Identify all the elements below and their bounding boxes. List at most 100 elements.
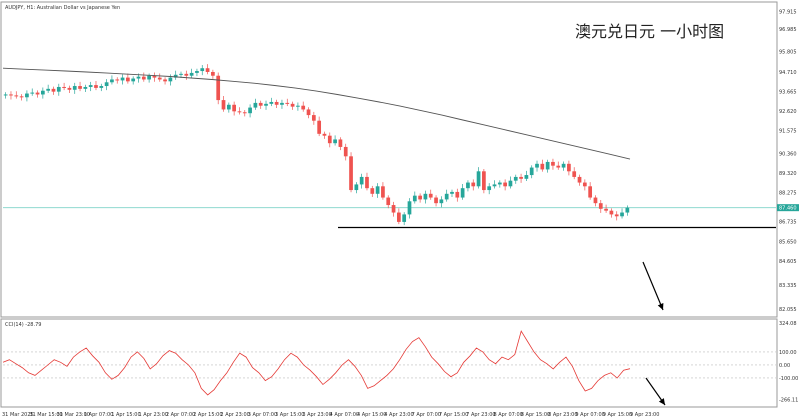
candle-body bbox=[3, 94, 8, 96]
candle-body bbox=[115, 79, 120, 81]
candle-body bbox=[317, 120, 322, 134]
candle-body bbox=[221, 100, 226, 110]
candle-body bbox=[136, 76, 141, 79]
candle-body bbox=[391, 205, 396, 213]
x-tick-label: 31 Mar 23:00 bbox=[57, 412, 90, 418]
price-y-tick-label: 84.605 bbox=[779, 259, 797, 265]
price-y-axis: 97.915 96.985 95.805 94.710 93.665 92.620 91.5… bbox=[779, 10, 797, 313]
price-down-arrow-head bbox=[657, 303, 664, 310]
candle-body bbox=[248, 107, 252, 114]
candle-body bbox=[497, 182, 502, 185]
candle-body bbox=[407, 201, 412, 215]
candle-body bbox=[280, 102, 284, 105]
price-y-tick-label: 83.335 bbox=[779, 283, 797, 289]
candle-body bbox=[540, 163, 545, 170]
candle-body bbox=[476, 171, 481, 187]
candle-body bbox=[370, 188, 375, 194]
candle-body bbox=[211, 71, 215, 76]
candle-body bbox=[333, 139, 337, 144]
candle-body bbox=[258, 102, 263, 106]
cci-y-tick-label: 100.00 bbox=[779, 350, 797, 356]
price-y-tick-label: 97.915 bbox=[779, 10, 797, 16]
cci-y-axis: 324.08 100.00 0.00 -100.00 -266.11 bbox=[779, 321, 798, 404]
candle-body bbox=[46, 88, 51, 91]
overlay-title: 澳元兑日元 一小时图 bbox=[575, 22, 724, 41]
candle-body bbox=[535, 163, 539, 168]
candle-body bbox=[301, 105, 306, 110]
cci-y-tick-label: -266.11 bbox=[779, 398, 798, 404]
candle-body bbox=[381, 186, 385, 198]
candle-body bbox=[189, 72, 194, 76]
price-y-tick-label: 90.360 bbox=[779, 151, 797, 157]
candlestick-series bbox=[3, 64, 630, 226]
candle-body bbox=[412, 195, 417, 202]
candle-body bbox=[365, 176, 369, 189]
candle-body bbox=[99, 86, 104, 88]
candle-body bbox=[25, 93, 29, 98]
candle-body bbox=[444, 193, 449, 200]
candle-body bbox=[482, 171, 486, 191]
candle-body bbox=[274, 101, 279, 105]
candle-body bbox=[609, 210, 614, 215]
candle-body bbox=[513, 176, 518, 181]
candle-body bbox=[620, 212, 624, 217]
candle-body bbox=[72, 86, 77, 90]
price-y-tick-label: 96.985 bbox=[779, 27, 797, 33]
price-y-tick-label: 94.710 bbox=[779, 70, 797, 76]
current-price-tag bbox=[777, 204, 799, 212]
candle-body bbox=[195, 71, 199, 73]
x-tick-label: 7 Apr 07:00 bbox=[412, 412, 441, 418]
x-tick-label: 1 Apr 07:00 bbox=[84, 412, 113, 418]
cci-line bbox=[2, 330, 631, 396]
candle-body bbox=[67, 87, 72, 90]
candle-body bbox=[455, 191, 460, 198]
cci-level-lines bbox=[3, 351, 776, 379]
price-y-tick-label: 88.275 bbox=[779, 190, 797, 196]
x-tick-label: 7 Apr 15:00 bbox=[439, 412, 468, 418]
candle-body bbox=[19, 96, 24, 98]
candle-body bbox=[269, 101, 274, 104]
candle-body bbox=[163, 79, 167, 82]
candle-body bbox=[508, 180, 513, 187]
trend-arrows bbox=[642, 261, 666, 406]
candle-body bbox=[418, 195, 422, 200]
candle-body bbox=[78, 86, 82, 89]
x-tick-label: 7 Apr 23:00 bbox=[466, 412, 495, 418]
cci-down-arrow-head bbox=[658, 398, 665, 405]
candle-body bbox=[402, 214, 407, 222]
candle-body bbox=[83, 86, 88, 89]
moving-average-group bbox=[2, 67, 631, 160]
current-price-line-group: 87.460 bbox=[3, 204, 799, 212]
candle-body bbox=[296, 105, 300, 107]
cci-y-tick-label: 0.00 bbox=[779, 363, 790, 369]
candle-body bbox=[359, 176, 364, 185]
price-y-tick-label: 85.650 bbox=[779, 240, 797, 246]
candle-body bbox=[471, 182, 476, 187]
x-tick-label: 4 Apr 07:00 bbox=[330, 412, 359, 418]
candle-body bbox=[375, 186, 380, 194]
candle-body bbox=[567, 163, 571, 172]
candle-body bbox=[94, 85, 98, 88]
price-y-tick-label: 93.665 bbox=[779, 89, 797, 95]
candle-body bbox=[56, 86, 61, 92]
candle-body bbox=[226, 104, 231, 110]
candle-body bbox=[614, 214, 619, 217]
candle-body bbox=[423, 193, 428, 200]
candle-body bbox=[88, 85, 93, 87]
candle-body bbox=[120, 77, 125, 81]
candle-body bbox=[147, 75, 151, 80]
x-tick-label: 9 Apr 23:00 bbox=[630, 412, 659, 418]
candle-body bbox=[439, 199, 444, 204]
price-y-tick-label: 86.735 bbox=[779, 219, 797, 225]
candle-body bbox=[62, 86, 66, 88]
price-y-tick-label: 89.320 bbox=[779, 171, 797, 177]
candle-body bbox=[487, 186, 492, 191]
candle-body bbox=[492, 184, 497, 187]
candle-body bbox=[572, 171, 577, 177]
candle-body bbox=[327, 135, 332, 144]
candle-body bbox=[285, 102, 290, 104]
current-price-label: 87.460 bbox=[779, 206, 797, 212]
candle-body bbox=[131, 78, 136, 82]
candle-body bbox=[588, 186, 593, 198]
x-tick-label: 2 Apr 23:00 bbox=[220, 412, 249, 418]
